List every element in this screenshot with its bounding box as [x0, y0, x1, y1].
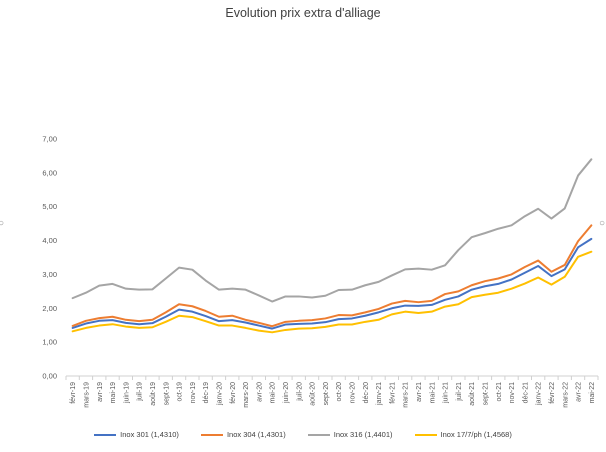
- x-tick-label: juin-21: [443, 382, 450, 404]
- y-tick-label: 3,00: [42, 270, 57, 279]
- x-tick-label: févr-22: [549, 382, 556, 404]
- x-tick-label: juil-19: [137, 382, 144, 402]
- x-tick-label: mai-22: [589, 382, 596, 404]
- chart-title: Evolution prix extra d'alliage: [225, 6, 381, 20]
- x-tick-label: avr-20: [256, 382, 263, 402]
- y-tick-label: 4,00: [42, 236, 57, 245]
- x-tick-label: nov-19: [190, 382, 197, 404]
- legend-label: Inox 301 (1,4310): [120, 430, 179, 439]
- x-tick-label: avr-21: [416, 382, 423, 402]
- x-tick-label: janv-22: [536, 382, 543, 406]
- legend-swatch: [414, 433, 437, 436]
- legend-item: Inox 316 (1,4401): [307, 430, 393, 439]
- x-tick-label: déc-21: [522, 382, 529, 404]
- x-tick-label: janv-21: [376, 382, 383, 406]
- x-tick-label: avr-19: [97, 382, 104, 402]
- x-tick-label: oct-20: [336, 382, 343, 402]
- y-tick-label: 7,00: [42, 135, 57, 144]
- x-tick-label: févr-21: [389, 382, 396, 404]
- x-tick-label: mai-19: [110, 382, 117, 404]
- y-tick-label: 5,00: [42, 202, 57, 211]
- legend-swatch: [307, 433, 330, 436]
- x-tick-label: mars-19: [83, 382, 90, 408]
- x-tick-label: août-21: [469, 382, 476, 406]
- y-tick-label: 0,00: [42, 372, 57, 381]
- right-edge-handle: ○: [599, 218, 606, 229]
- legend-label: Inox 316 (1,4401): [333, 430, 393, 439]
- x-tick-label: mars-20: [243, 382, 250, 408]
- x-tick-label: mai-20: [270, 382, 277, 404]
- x-tick-label: févr-19: [70, 382, 77, 404]
- x-tick-label: sept-21: [482, 382, 489, 405]
- series-line-inox-316: [71, 158, 593, 303]
- series-line-inox-301: [71, 237, 593, 330]
- x-tick-label: oct-19: [177, 382, 184, 402]
- y-tick-label: 2,00: [42, 304, 57, 313]
- x-tick-label: avr-22: [576, 382, 583, 402]
- series-line-inox-177ph: [71, 250, 593, 334]
- x-tick-label: sept-19: [163, 382, 170, 405]
- chart-legend: Inox 301 (1,4310) Inox 304 (1,4301) Inox 3…: [0, 430, 606, 439]
- x-tick-label: déc-19: [203, 382, 210, 404]
- legend-item: Inox 304 (1,4301): [200, 430, 286, 439]
- legend-swatch: [94, 433, 117, 436]
- x-tick-label: juin-20: [283, 382, 290, 404]
- x-tick-label: nov-21: [509, 382, 516, 404]
- x-tick-label: mai-21: [429, 382, 436, 404]
- x-tick-label: mars-22: [562, 382, 569, 408]
- x-tick-label: nov-20: [349, 382, 356, 404]
- legend-swatch: [200, 433, 223, 436]
- x-tick-label: août-20: [310, 382, 317, 406]
- x-tick-label: févr-20: [230, 382, 237, 404]
- x-tick-label: sept-20: [323, 382, 330, 405]
- left-edge-handle: ○: [0, 218, 5, 229]
- legend-item: Inox 17/7/ph (1,4568): [414, 430, 512, 439]
- legend-label: Inox 304 (1,4301): [226, 430, 286, 439]
- legend-item: Inox 301 (1,4310): [94, 430, 179, 439]
- x-tick-label: juin-19: [123, 382, 130, 404]
- x-tick-label: janv-20: [216, 382, 223, 406]
- series-line-inox-304: [71, 224, 593, 328]
- x-tick-label: mars-21: [403, 382, 410, 408]
- legend-label: Inox 17/7/ph (1,4568): [440, 430, 512, 439]
- x-tick-label: oct-21: [496, 382, 503, 402]
- x-tick-label: juil-21: [456, 382, 463, 402]
- x-tick-label: août-19: [150, 382, 157, 406]
- x-tick-label: juil-20: [296, 382, 303, 402]
- x-tick-label: déc-20: [363, 382, 370, 404]
- y-tick-label: 6,00: [42, 168, 57, 177]
- y-tick-label: 1,00: [42, 338, 57, 347]
